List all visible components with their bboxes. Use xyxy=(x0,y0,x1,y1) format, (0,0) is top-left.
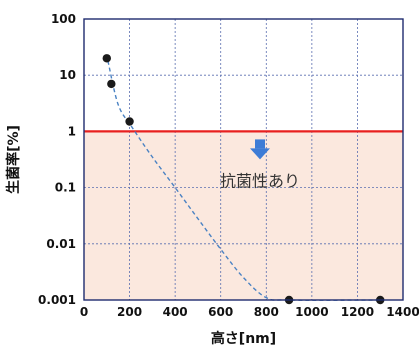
x-tick-label: 1200 xyxy=(341,305,374,319)
annotation-label: 抗菌性あり xyxy=(220,171,300,190)
y-tick-label: 0.1 xyxy=(55,181,76,195)
x-tick-label: 0 xyxy=(80,305,88,319)
y-tick-labels: 0.001 0.01 0.1 1 10 100 xyxy=(38,12,76,307)
x-tick-labels: 0 200 400 600 800 1000 1200 1400 xyxy=(80,305,419,319)
data-point xyxy=(107,79,116,89)
grid-layer xyxy=(84,19,403,300)
data-point xyxy=(102,54,111,63)
x-tick-label: 400 xyxy=(163,305,188,319)
x-tick-label: 800 xyxy=(254,305,279,319)
x-tick-label: 600 xyxy=(208,305,233,319)
plot-frame xyxy=(83,18,404,301)
y-tick-label: 100 xyxy=(51,12,76,26)
data-point xyxy=(125,117,134,126)
x-axis-title: 高さ[nm] xyxy=(211,330,276,347)
x-tick-label: 1400 xyxy=(386,305,419,319)
x-tick-label: 200 xyxy=(117,305,142,319)
y-tick-label: 0.01 xyxy=(46,237,76,251)
y-tick-label: 1 xyxy=(68,124,76,138)
y-tick-label: 10 xyxy=(59,68,76,82)
y-tick-label: 0.001 xyxy=(38,293,76,307)
down-arrow-icon xyxy=(250,139,270,160)
shaded-region xyxy=(84,131,403,300)
y-axis-title: 生菌率[%] xyxy=(5,125,22,194)
x-tick-label: 1000 xyxy=(295,305,328,319)
